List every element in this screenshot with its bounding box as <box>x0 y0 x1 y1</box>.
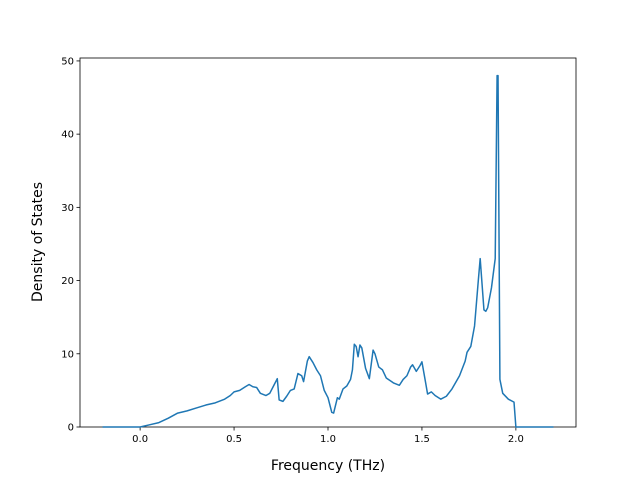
x-tick-label: 2.0 <box>508 434 524 445</box>
y-tick-label: 40 <box>61 130 74 141</box>
y-tick-label: 30 <box>61 203 74 214</box>
x-tick-label: 1.5 <box>414 434 430 445</box>
x-tick-label: 1.0 <box>320 434 336 445</box>
line <box>102 74 554 428</box>
y-tick-label: 0 <box>68 423 74 434</box>
x-tick-label: 0.5 <box>226 434 242 445</box>
axes-frame <box>79 57 577 428</box>
x-tick-label: 0.0 <box>132 434 148 445</box>
y-axis-label: Density of States <box>30 182 46 302</box>
x-axis-label: Frequency (THz) <box>271 458 385 474</box>
y-tick-label: 20 <box>61 276 74 287</box>
y-tick-label: 50 <box>61 56 74 67</box>
y-tick-label: 10 <box>61 349 74 360</box>
